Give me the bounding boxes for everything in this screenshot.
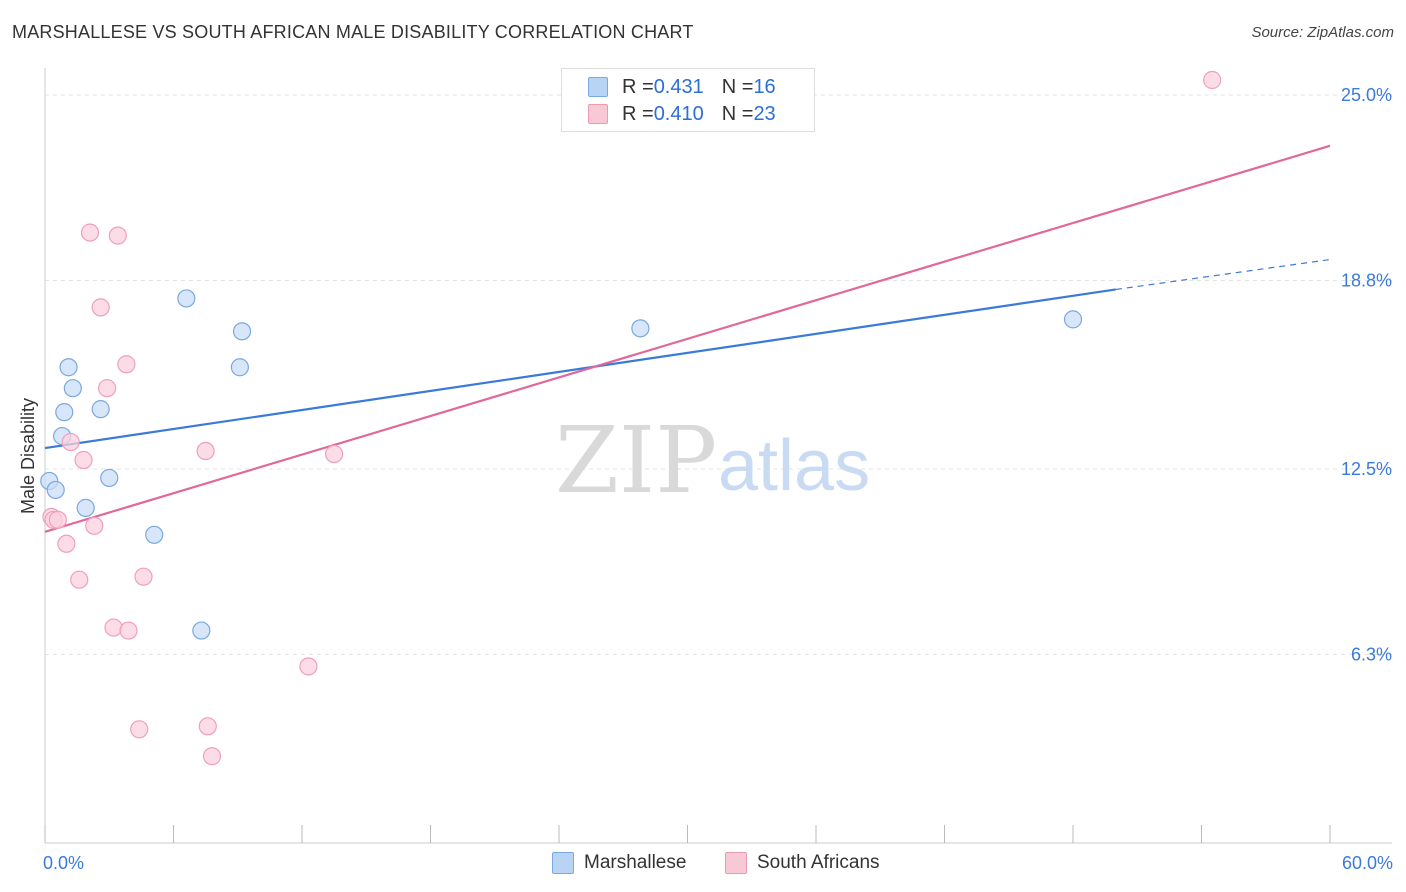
axes	[44, 68, 1392, 844]
point-marshallese	[76, 498, 95, 517]
y-tick-label: 12.5%	[1341, 459, 1392, 479]
r-value: 0.410	[653, 102, 704, 125]
point-marshallese	[46, 480, 65, 500]
stats-row-marshallese: R = 0.431 N = 16	[588, 75, 776, 99]
source-label: Source: ZipAtlas.com	[1251, 24, 1394, 41]
y-tick-labels: 6.3% 12.5% 18.8% 25.0%	[1341, 85, 1392, 665]
point-marshallese	[91, 400, 110, 419]
x-tick-label-max: 60.0%	[1342, 853, 1393, 873]
point-marshallese	[230, 358, 249, 377]
point-south-africans	[70, 570, 89, 589]
n-label: N =	[721, 102, 754, 125]
point-marshallese	[177, 289, 196, 308]
point-south-africans	[57, 534, 76, 553]
y-axis-label: Male Disability	[18, 398, 38, 514]
point-marshallese	[59, 358, 78, 377]
point-south-africans	[1203, 70, 1222, 90]
r-value: 0.431	[653, 75, 704, 98]
n-value: 16	[753, 75, 776, 98]
legend-item-south-africans: South Africans	[725, 852, 880, 874]
n-label: N =	[721, 75, 754, 98]
series-legend: Marshallese South Africans	[0, 852, 1406, 878]
legend-swatch-south-africans	[725, 852, 747, 874]
point-south-africans	[61, 432, 80, 452]
point-south-africans	[119, 621, 138, 640]
point-south-africans	[134, 567, 153, 586]
legend-swatch-marshallese	[552, 852, 574, 874]
y-tick-label: 18.8%	[1341, 270, 1392, 290]
gridlines	[45, 94, 1392, 655]
legend-item-marshallese: Marshallese	[552, 852, 686, 874]
point-south-africans	[117, 355, 136, 374]
point-marshallese	[55, 403, 74, 422]
point-south-africans	[108, 226, 127, 245]
point-marshallese	[631, 319, 650, 338]
y-tick-label: 6.3%	[1351, 644, 1392, 664]
watermark-zip: ZIP	[555, 407, 717, 514]
point-south-africans	[196, 441, 215, 461]
point-marshallese	[100, 468, 119, 488]
stats-row-south-africans: R = 0.410 N = 23	[588, 102, 776, 126]
n-value: 23	[753, 102, 776, 125]
r-label: R =	[622, 75, 654, 98]
point-south-africans	[202, 747, 222, 766]
x-tick-labels: 0.0% 60.0%	[43, 853, 1393, 873]
point-south-africans	[85, 516, 104, 535]
point-marshallese	[145, 525, 164, 544]
point-south-africans	[325, 444, 344, 464]
point-marshallese	[1063, 310, 1083, 329]
legend-swatch-south-africans	[588, 104, 608, 124]
trend-line-marshallese	[44, 288, 1116, 450]
legend-swatch-marshallese	[588, 77, 608, 97]
legend-label-marshallese: Marshallese	[584, 852, 687, 873]
point-south-africans	[98, 379, 117, 398]
point-south-africans	[48, 510, 67, 529]
point-marshallese	[192, 621, 211, 640]
y-tick-label: 25.0%	[1341, 85, 1392, 105]
point-south-africans	[104, 618, 123, 637]
point-south-africans	[299, 657, 318, 676]
point-south-africans	[198, 717, 217, 736]
trend-extension-marshallese	[1115, 258, 1331, 291]
trend-line-south-africans	[44, 144, 1331, 533]
watermark: ZIP atlas	[555, 407, 870, 514]
point-marshallese	[232, 322, 252, 341]
point-south-africans	[80, 223, 100, 242]
point-south-africans	[74, 450, 93, 470]
data-points	[40, 70, 1222, 766]
x-tick-label-min: 0.0%	[43, 853, 84, 873]
point-south-africans	[91, 298, 110, 317]
point-south-africans	[130, 720, 149, 739]
point-marshallese	[63, 379, 82, 398]
watermark-atlas: atlas	[718, 426, 870, 506]
legend-label-south-africans: South Africans	[757, 852, 880, 873]
trend-lines	[44, 144, 1331, 533]
chart-title: MARSHALLESE VS SOUTH AFRICAN MALE DISABI…	[12, 22, 694, 42]
r-label: R =	[622, 102, 654, 125]
stats-legend: R = 0.431 N = 16 R = 0.410 N = 23	[561, 68, 815, 132]
